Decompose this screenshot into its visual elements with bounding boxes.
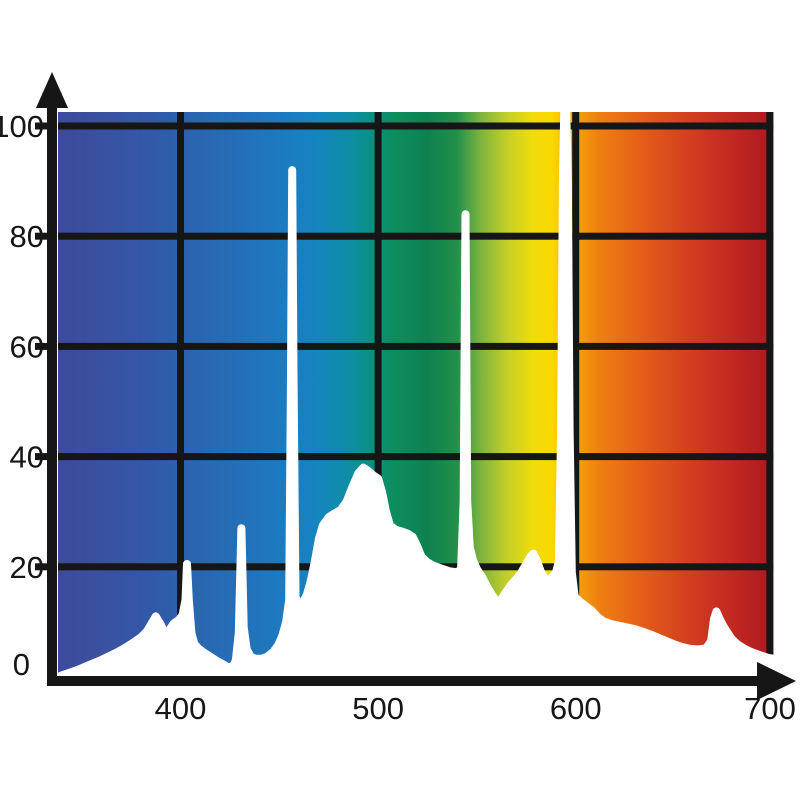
y-tick-80 (35, 232, 48, 240)
v-gridline-600 (572, 112, 580, 677)
h-gridline-100 (58, 122, 774, 130)
x-axis-line (47, 676, 775, 686)
x-tick-label-600: 600 (550, 691, 602, 726)
spectrum-below-curve-mask (54, 105, 778, 681)
v-gridline-400 (177, 112, 185, 677)
y-tick-40 (35, 453, 48, 461)
x-axis-arrowhead (757, 662, 796, 700)
x-tick-label-700: 700 (744, 691, 796, 726)
h-gridline-40 (58, 453, 774, 461)
h-gridline-80 (58, 232, 774, 240)
y-tick-100 (35, 122, 48, 130)
y-tick-label-80: 80 (10, 219, 44, 254)
y-tick-label-40: 40 (10, 440, 44, 475)
h-gridline-60 (58, 342, 774, 350)
spectrum-curve-white-mask (54, 105, 778, 681)
y-tick-20 (35, 563, 48, 571)
y-tick-60 (35, 342, 48, 350)
plot-right-border (766, 112, 774, 677)
y-tick-label-20: 20 (10, 550, 44, 585)
y-axis-tick-labels: 0 20 40 60 80 100 (0, 109, 44, 682)
y-tick-label-100: 100 (0, 109, 44, 144)
y-tick-label-0: 0 (13, 647, 30, 682)
v-gridline-500 (374, 112, 382, 677)
x-tick-label-500: 500 (352, 691, 404, 726)
x-tick-label-400: 400 (155, 691, 207, 726)
y-tick-label-60: 60 (10, 329, 44, 364)
y-axis-arrowhead (36, 72, 68, 108)
x-axis-tick-labels: 400 500 600 700 (155, 691, 796, 726)
axes (35, 72, 796, 700)
y-axis-line (47, 96, 57, 686)
